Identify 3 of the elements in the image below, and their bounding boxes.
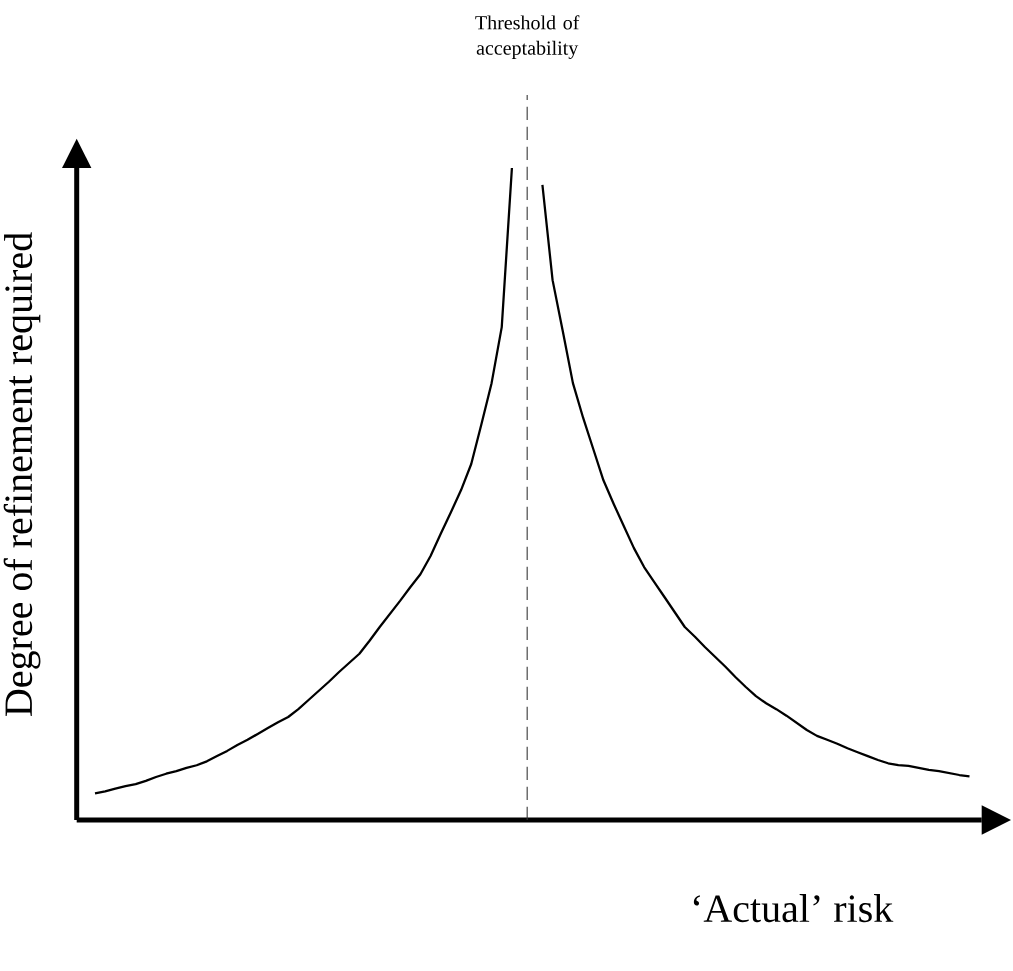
text: Threshold of acceptability	[475, 15, 580, 59]
x-axis-title: ‘Actual’ risk	[693, 894, 894, 923]
y-axis-title: Degree of refinement required	[3, 232, 41, 716]
